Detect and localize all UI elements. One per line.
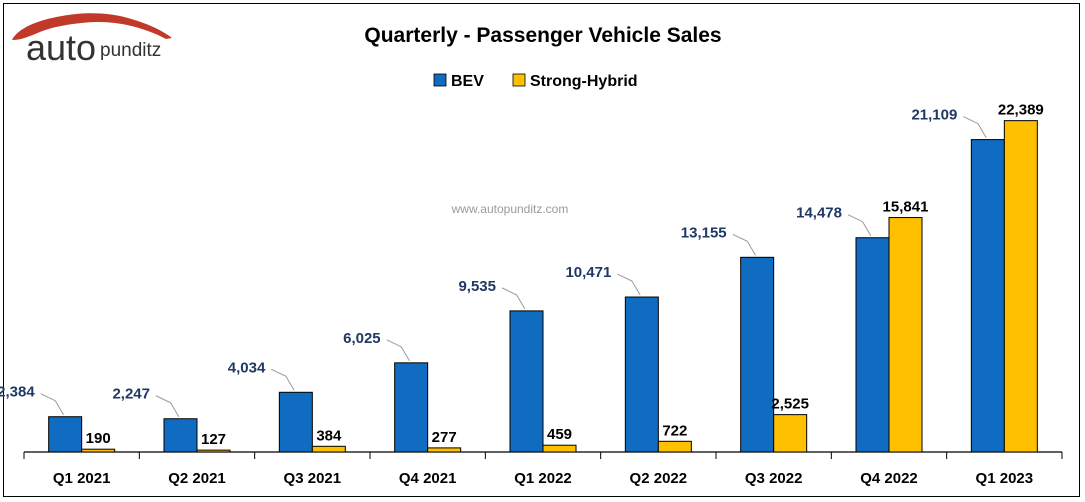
x-tick-label: Q1 2023	[976, 470, 1034, 487]
data-label-leader	[271, 368, 295, 391]
data-label-bev: 21,109	[911, 107, 957, 124]
bar-strong-hybrid	[1003, 120, 1038, 453]
data-label-bev: 14,478	[796, 205, 842, 222]
x-tick-label: Q2 2021	[168, 470, 226, 487]
logo-text-sub: punditz	[100, 40, 161, 61]
data-label-strong-hybrid: 22,389	[998, 102, 1044, 119]
data-label-leader	[963, 116, 987, 138]
data-label-strong-hybrid: 127	[201, 431, 226, 448]
bar-bev	[48, 416, 83, 453]
bar-bev	[278, 391, 313, 453]
data-label-strong-hybrid: 190	[86, 430, 111, 447]
logo-car-icon	[12, 13, 172, 40]
logo: auto punditz	[12, 13, 172, 68]
data-label-strong-hybrid: 722	[662, 422, 687, 439]
data-label-bev: 2,247	[112, 386, 150, 403]
data-label-bev: 13,155	[681, 224, 727, 241]
data-label-leader	[732, 233, 756, 256]
x-tick-label: Q3 2021	[284, 470, 342, 487]
x-tick-label: Q4 2022	[860, 470, 918, 487]
legend-swatch-strong-hybrid	[512, 73, 526, 87]
data-label-strong-hybrid: 384	[316, 427, 342, 444]
x-tick-label: Q1 2022	[514, 470, 572, 487]
data-label-strong-hybrid: 459	[547, 426, 572, 443]
bar-strong-hybrid	[773, 414, 808, 453]
data-label-bev: 2,384	[0, 384, 35, 401]
data-label-strong-hybrid: 2,525	[771, 396, 809, 413]
legend: BEV Strong-Hybrid	[433, 73, 638, 90]
data-label-leader	[40, 393, 64, 415]
bar-bev	[855, 237, 890, 453]
plot-area: 2,384 190 Q1 2021 2,247 127 Q2 2021 4,034 384 Q3…	[0, 102, 1063, 487]
x-tick-label: Q1 2021	[53, 470, 111, 487]
data-label-bev: 6,025	[343, 330, 381, 347]
bar-strong-hybrid	[657, 440, 692, 453]
bar-bev	[509, 310, 544, 453]
data-label-strong-hybrid: 277	[432, 429, 457, 446]
data-label-bev: 10,471	[565, 264, 611, 281]
bar-bev	[970, 139, 1005, 453]
bar-strong-hybrid	[196, 449, 231, 453]
legend-label-strong-hybrid: Strong-Hybrid	[530, 73, 638, 90]
x-tick-label: Q3 2022	[745, 470, 803, 487]
x-tick-label: Q2 2022	[630, 470, 688, 487]
watermark: www.autopunditz.com	[451, 202, 569, 216]
bar-bev	[624, 296, 659, 453]
bar-strong-hybrid	[888, 217, 923, 453]
data-label-leader	[155, 395, 180, 417]
data-label-leader	[847, 214, 872, 236]
bar-strong-hybrid	[81, 448, 116, 453]
bar-bev	[163, 418, 198, 453]
bar-strong-hybrid	[427, 447, 462, 453]
data-label-bev: 4,034	[228, 359, 266, 376]
bar-strong-hybrid	[311, 445, 346, 453]
chart-title: Quarterly - Passenger Vehicle Sales	[364, 24, 721, 47]
data-label-strong-hybrid: 15,841	[883, 199, 929, 216]
data-label-bev: 9,535	[458, 278, 496, 295]
data-label-leader	[617, 273, 641, 296]
logo-text-main: auto	[26, 27, 96, 68]
bar-bev	[394, 362, 429, 453]
x-tick-label: Q4 2021	[399, 470, 457, 487]
bar-bev	[740, 256, 775, 453]
bar-strong-hybrid	[542, 444, 577, 453]
data-label-leader	[386, 339, 410, 362]
legend-swatch-bev	[433, 73, 447, 87]
legend-label-bev: BEV	[451, 73, 484, 90]
data-label-leader	[501, 287, 526, 310]
